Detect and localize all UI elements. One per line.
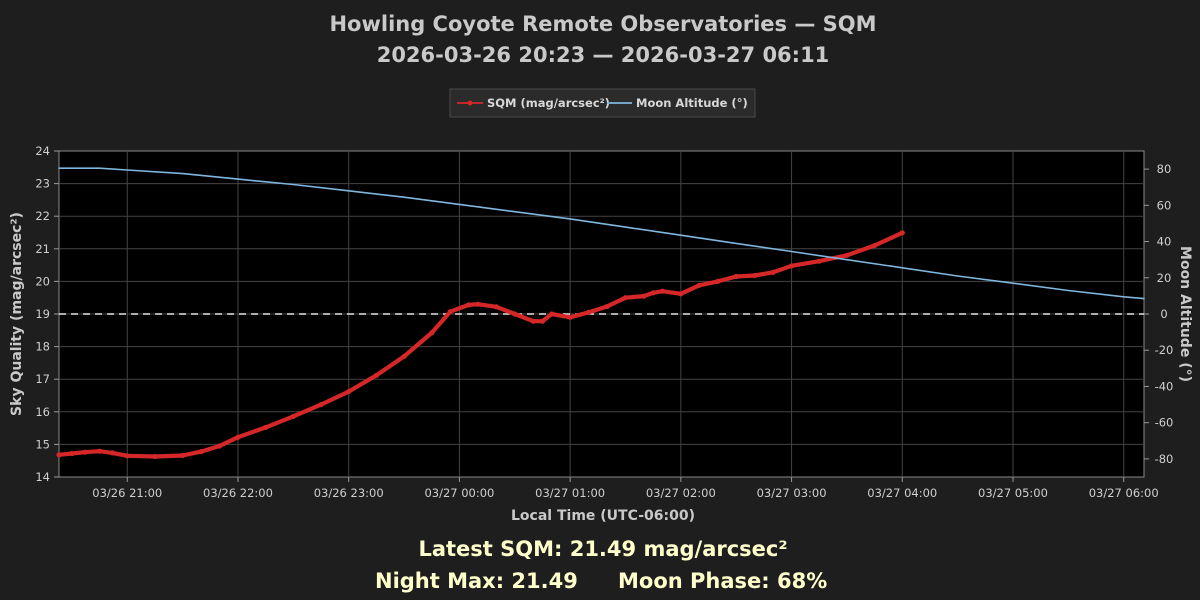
sqm-data-point [770,269,776,275]
x-tick-label: 03/27 00:00 [424,486,494,500]
legend: SQM (mag/arcsec²) Moon Altitude (°) [449,88,756,118]
x-tick-label: 03/27 03:00 [757,486,827,500]
y-tick-label: 18 [35,340,50,354]
sqm-data-point [733,273,739,280]
sqm-data-point [678,291,684,297]
sqm-data-point [493,304,499,310]
sqm-data-point [290,413,296,419]
y-axis-title: Sky Quality (mag/arcsec²) [9,212,25,416]
sqm-data-point [752,272,758,279]
y2-tick-label: -20 [1155,343,1174,357]
y-tick-label: 16 [35,405,50,419]
y2-tick-label: 80 [1157,162,1172,176]
x-tick-label: 03/26 21:00 [92,486,162,500]
sqm-data-point [659,288,666,294]
sqm-data-point [346,389,352,395]
x-axis-ticks: 03/26 21:00 03/26 22:00 03/26 23:00 03/27 0… [92,477,1159,500]
sqm-data-point [872,242,878,249]
sqm-data-point [447,309,453,315]
y2-tick-label: 20 [1157,271,1172,285]
y-tick-label: 15 [35,437,50,451]
sqm-data-point [539,318,546,324]
sqm-data-point [97,448,103,454]
y-tick-label: 19 [35,307,50,321]
sqm-data-point [235,434,241,440]
sqm-data-point [69,450,75,457]
y-tick-label: 23 [35,177,50,191]
legend-box [449,88,756,118]
sqm-data-point [124,453,130,459]
sqm-data-point [263,424,269,430]
sqm-data-point [641,293,647,299]
sqm-data-point [180,452,186,459]
sqm-data-point [152,453,158,460]
legend-label-moon: Moon Altitude (°) [636,96,748,110]
sqm-data-point [198,449,204,455]
sqm-data-point [715,278,721,284]
sqm-data-point [650,290,656,296]
sqm-data-point [82,449,88,455]
sqm-data-point [622,295,629,301]
sqm-data-point [216,443,223,449]
sqm-data-point [56,452,62,458]
sqm-data-point [844,252,850,258]
x-tick-label: 03/26 22:00 [203,486,273,500]
y-axis-left-ticks: 14 15 16 17 18 19 20 21 22 23 24 [35,144,59,484]
sqm-data-point [401,353,407,359]
sqm-data-point [530,318,536,324]
y2-tick-label: 60 [1157,198,1172,212]
chart-title: Howling Coyote Remote Observatories — SQ… [329,12,876,36]
y-tick-label: 22 [35,209,50,223]
moon-altitude-series-line [58,167,1145,300]
sqm-data-point [475,301,481,307]
sqm-data-point [512,311,518,317]
y2-tick-label: -60 [1155,416,1174,430]
sqm-data-point [899,230,905,236]
x-tick-label: 03/27 04:00 [867,486,937,500]
sqm-data-point [567,314,573,320]
sqm-data-point [696,282,702,288]
x-tick-label: 03/27 06:00 [1089,486,1159,500]
y-tick-label: 17 [35,372,50,386]
sqm-data-point [318,402,324,408]
sqm-data-point [466,302,472,308]
sqm-data-point [789,263,795,269]
x-tick-label: 03/27 05:00 [978,486,1048,500]
sqm-series-line [56,230,905,459]
y2-tick-label: 40 [1157,235,1172,249]
y-tick-label: 24 [35,144,50,158]
x-tick-label: 03/27 02:00 [646,486,716,500]
sqm-data-point [373,372,379,378]
legend-marker-sqm [467,100,473,106]
y-tick-label: 14 [35,470,50,484]
series [56,167,1145,460]
sqm-data-point [604,303,610,310]
legend-label-sqm: SQM (mag/arcsec²) [487,96,610,110]
sqm-data-point [816,258,822,264]
chart-subtitle: 2026-03-26 20:23 — 2026-03-27 06:11 [377,43,830,67]
y2-tick-label: -40 [1155,379,1174,393]
x-tick-label: 03/27 01:00 [535,486,605,500]
latest-sqm-readout: Latest SQM: 21.49 mag/arcsec² [418,537,787,561]
y-tick-label: 20 [35,274,50,288]
moon-phase-readout: Moon Phase: 68% [618,569,827,593]
y2-tick-label: 0 [1160,307,1167,321]
x-tick-label: 03/26 23:00 [314,486,384,500]
sqm-data-point [586,309,592,315]
sqm-data-point [109,450,116,456]
x-axis-title: Local Time (UTC-06:00) [511,508,695,524]
y2-tick-label: -80 [1155,452,1174,466]
sqm-data-point [429,330,435,336]
sqm-data-point [549,311,555,317]
y-axis-right-ticks: -80 -60 -40 -20 0 20 40 60 80 [1144,162,1173,466]
night-max-readout: Night Max: 21.49 [375,569,578,593]
y-tick-label: 21 [35,242,50,256]
y2-axis-title: Moon Altitude (°) [1177,246,1193,382]
